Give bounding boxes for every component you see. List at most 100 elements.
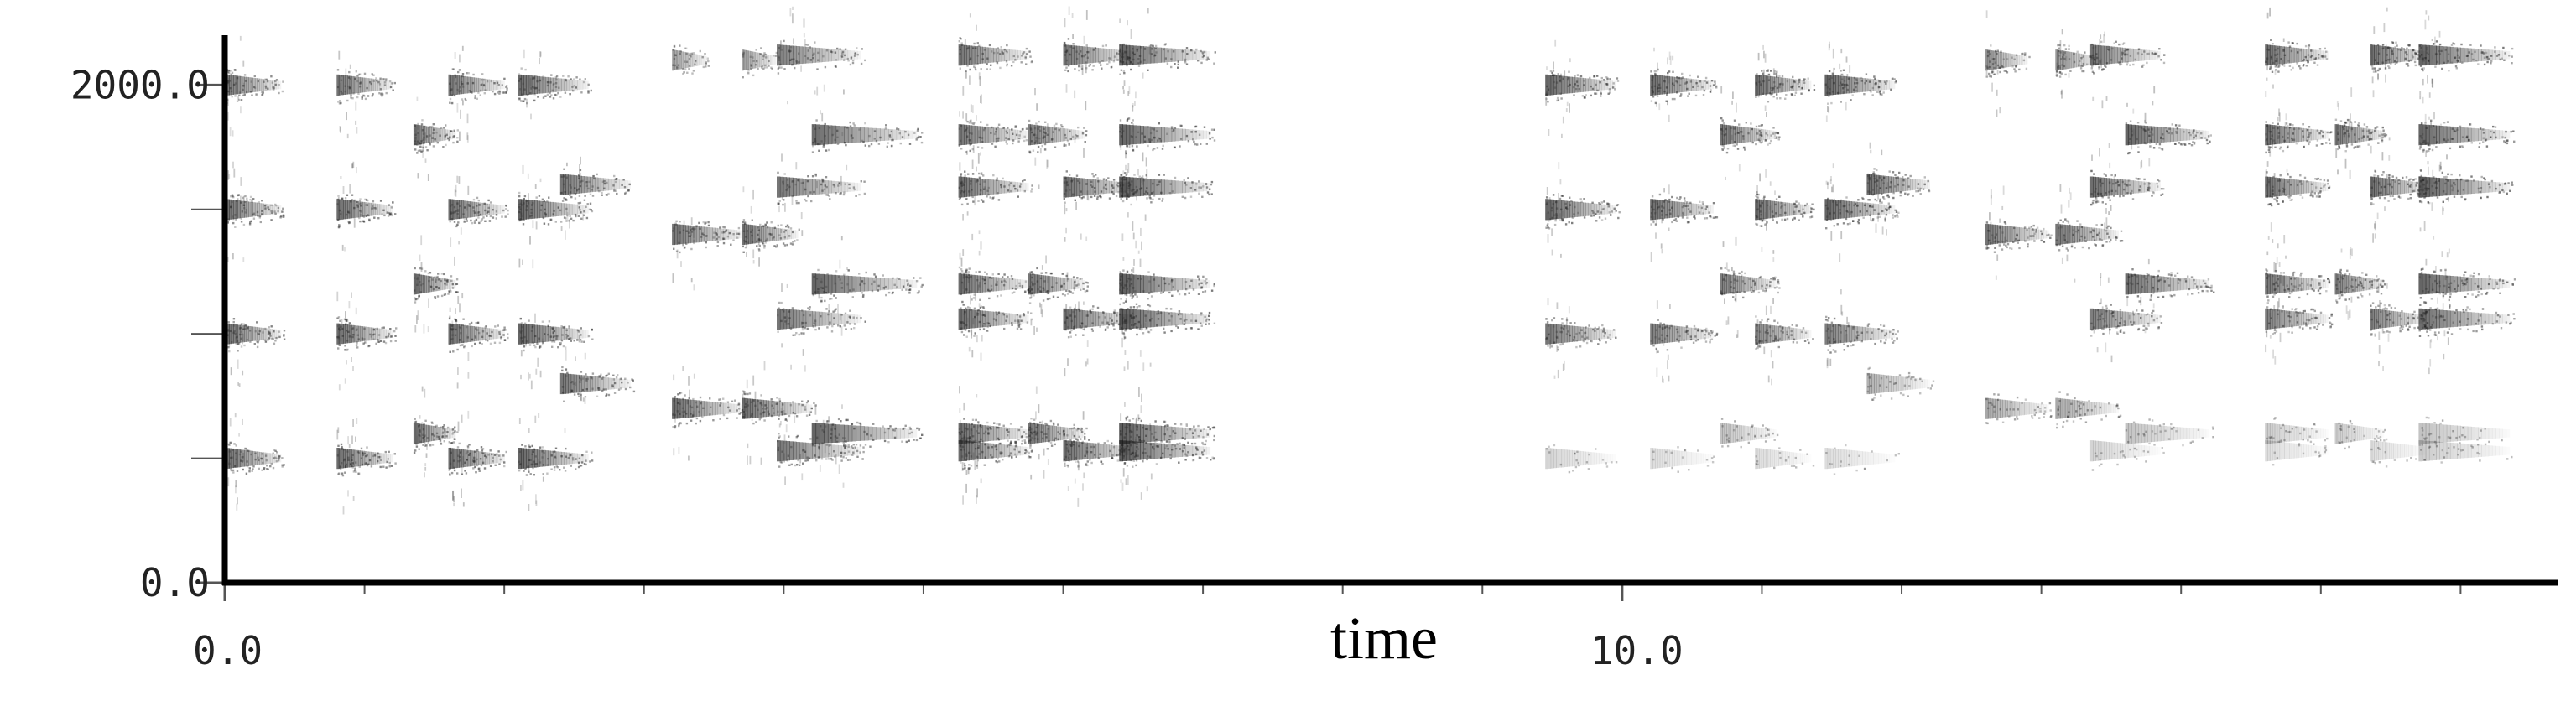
spectrogram-event <box>2370 137 2430 243</box>
spectrogram-event <box>2334 419 2388 450</box>
spectrogram-event <box>2418 270 2516 375</box>
spectrogram-event <box>1650 446 1715 473</box>
spectrogram-event <box>2418 236 2516 337</box>
spectrogram-event <box>1985 185 2053 280</box>
spectrogram-event <box>811 236 924 336</box>
spectrogram-event <box>1063 6 1138 111</box>
spectrogram-event <box>2265 435 2328 466</box>
spectrogram-event <box>1985 393 2053 425</box>
spectrogram-event <box>958 86 1029 172</box>
spectrogram-event <box>2418 10 2514 98</box>
spectrogram-event <box>336 291 398 391</box>
spectrogram-event <box>448 45 508 143</box>
spectrogram-event <box>1650 300 1719 383</box>
spectrogram-event <box>1755 169 1815 262</box>
spectrogram-event <box>336 418 397 515</box>
spectrogram-event <box>811 84 924 189</box>
spectrogram-event <box>1650 47 1718 122</box>
spectrogram-event <box>2418 416 2503 451</box>
spectrogram-event <box>518 313 594 390</box>
spectrogram-event <box>777 283 866 372</box>
plot-area <box>225 6 2516 515</box>
axes <box>221 35 2558 586</box>
spectrogram-event <box>2089 31 2166 109</box>
spectrogram-event <box>777 153 866 236</box>
spectrogram-event <box>2370 436 2426 468</box>
spectrogram-event <box>1720 86 1781 180</box>
spectrogram-event <box>958 139 1033 241</box>
spectrogram-event <box>518 413 594 511</box>
spectrogram-event <box>1063 272 1138 377</box>
spectrogram-event <box>448 410 507 507</box>
spectrogram-event <box>2418 139 2514 232</box>
spectrogram-event <box>413 235 459 334</box>
spectrogram-event <box>1755 44 1816 141</box>
spectrogram-event <box>672 44 710 75</box>
spectrogram-event <box>958 386 1033 484</box>
spectrogram-event <box>2089 143 2165 231</box>
spectrogram-event <box>2370 7 2430 98</box>
spectrogram-event <box>2089 440 2165 471</box>
x-tick-label: 0.0 <box>193 628 263 673</box>
spectrogram-event <box>2125 258 2215 334</box>
spectrogram-event <box>1985 10 2031 117</box>
spectrogram-event <box>559 334 636 433</box>
spectrogram-event <box>2334 87 2388 179</box>
spectrogram-event <box>958 241 1031 325</box>
spectrogram-event <box>2334 247 2386 320</box>
y-tick-label: 0.0 <box>140 560 210 605</box>
spectrogram-event <box>1755 298 1814 386</box>
spectrogram-event <box>448 175 509 266</box>
axis-ticks <box>191 83 2462 601</box>
spectrogram-event <box>2370 283 2429 371</box>
spectrogram-event <box>413 96 459 181</box>
spectrogram-event <box>958 273 1033 361</box>
spectrogram-event <box>1545 162 1621 258</box>
spectrogram-event <box>2089 273 2163 363</box>
spectrogram-event <box>1720 418 1779 449</box>
spectrogram-event <box>672 366 747 461</box>
y-tick-label: 2000.0 <box>70 62 210 107</box>
spectrogram-event <box>1119 240 1215 340</box>
spectrogram-event <box>1824 163 1900 262</box>
x-axis-label: time <box>1330 605 1438 672</box>
spectrogram-event <box>1824 289 1899 369</box>
spectrogram-event <box>2265 239 2331 317</box>
spectrogram-event <box>1028 386 1088 480</box>
spectrogram-event <box>2265 108 2333 192</box>
spectrogram-event <box>225 318 286 387</box>
spectrogram-event <box>2055 391 2122 429</box>
spectrogram-event <box>777 408 865 485</box>
spectrogram-event <box>2418 95 2516 191</box>
spectrogram-event <box>1824 444 1900 475</box>
spectrogram-event <box>742 186 800 267</box>
spectrogram-event <box>1119 283 1216 371</box>
spectrogram-event <box>2125 86 2212 188</box>
spectrogram-event <box>958 402 1032 505</box>
spectrogram-event <box>1720 236 1781 338</box>
spectrogram-event <box>672 217 747 291</box>
spectrogram-event <box>336 161 397 252</box>
spectrogram-event <box>518 164 594 269</box>
spectrogram-event <box>1119 143 1214 241</box>
spectrogram-event <box>518 49 592 120</box>
spectrogram-event <box>1650 184 1719 262</box>
spectrogram-event <box>1545 298 1617 379</box>
spectrogram-event <box>336 50 396 139</box>
spectrogram-event <box>811 404 924 488</box>
spectrogram-event <box>1028 88 1088 189</box>
spectrogram-event <box>1545 444 1618 474</box>
spectrogram-event <box>958 13 1033 113</box>
spectrogram-event <box>2265 139 2331 244</box>
spectrogram-event <box>1028 255 1089 335</box>
spectrogram-event <box>2418 433 2513 464</box>
spectrogram-event <box>1545 39 1620 138</box>
spectrogram-event <box>1119 8 1216 112</box>
x-tick-label: 10.0 <box>1590 628 1684 673</box>
spectrogram-event <box>2265 274 2334 365</box>
spectrogram-event <box>225 161 285 262</box>
spectrogram-event <box>1866 142 1931 236</box>
spectrogram-event <box>742 47 781 79</box>
